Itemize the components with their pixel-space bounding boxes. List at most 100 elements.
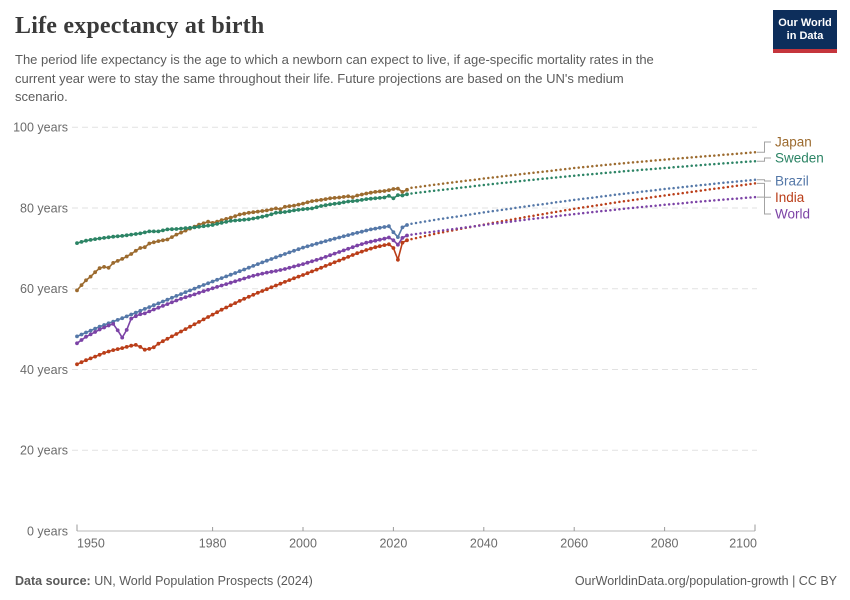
legend-label-world[interactable]: World <box>775 207 810 222</box>
projection-dot <box>690 156 693 159</box>
data-point <box>278 268 283 272</box>
data-point <box>147 241 152 246</box>
data-point <box>301 245 305 250</box>
data-point <box>161 339 165 344</box>
data-point <box>210 286 215 291</box>
projection-dot <box>455 227 458 230</box>
projection-dot <box>572 166 576 170</box>
data-point <box>269 212 274 217</box>
legend-connector <box>757 196 771 215</box>
data-point <box>337 235 342 240</box>
projection-dot <box>654 204 657 207</box>
data-point <box>75 341 79 346</box>
data-point <box>292 203 296 208</box>
projection-dot <box>518 206 522 209</box>
projection-dot <box>600 172 603 175</box>
projection-dot <box>685 156 689 159</box>
legend-label-india[interactable]: India <box>775 190 805 205</box>
data-point <box>246 265 251 270</box>
data-point <box>97 324 102 329</box>
series-sweden[interactable] <box>75 159 757 246</box>
projection-dot <box>468 225 472 229</box>
data-point <box>93 237 97 242</box>
legend-label-sweden[interactable]: Sweden <box>775 151 824 166</box>
projection-dot <box>437 229 440 233</box>
projection-dot <box>509 207 513 210</box>
projection-dot <box>428 184 431 187</box>
data-point <box>346 233 351 238</box>
data-point <box>332 201 337 206</box>
data-point <box>161 304 165 308</box>
legend-label-brazil[interactable]: Brazil <box>775 174 809 189</box>
data-point <box>337 195 342 200</box>
projection-dot <box>473 184 477 188</box>
data-point <box>79 240 84 244</box>
projection-dot <box>523 179 526 182</box>
data-point <box>170 227 174 232</box>
y-tick-label: 80 years <box>20 201 68 215</box>
projection-dot <box>586 205 590 208</box>
data-point <box>251 210 256 215</box>
projection-dot <box>731 161 734 165</box>
series-world[interactable] <box>75 195 757 346</box>
data-point <box>174 294 179 298</box>
projection-dot <box>704 183 707 186</box>
data-point <box>75 334 79 339</box>
owid-link[interactable]: OurWorldinData.org/population-growth <box>574 574 789 588</box>
data-point <box>373 196 378 201</box>
data-point <box>269 285 274 290</box>
data-point <box>206 219 211 224</box>
projection-dot <box>423 190 427 194</box>
projection-dot <box>410 186 413 190</box>
legend-label-japan[interactable]: Japan <box>775 135 812 150</box>
subtitle-line: current year were to stay the same throu… <box>15 70 624 86</box>
projection-dot <box>744 183 748 186</box>
projection-dot <box>446 181 449 185</box>
data-point <box>332 236 337 241</box>
projection-dot <box>446 216 449 220</box>
projection-dot <box>672 157 675 161</box>
data-point <box>283 280 287 284</box>
projection-dot <box>500 175 504 178</box>
data-point <box>188 225 192 230</box>
projection-dot <box>609 194 612 197</box>
data-point <box>111 322 116 326</box>
data-point <box>124 314 129 319</box>
data-point <box>188 288 192 293</box>
projection-dot <box>500 221 504 224</box>
projection-dot <box>473 212 477 216</box>
legend-connector <box>757 157 771 162</box>
series-japan[interactable] <box>75 151 757 293</box>
series-india[interactable] <box>75 182 757 367</box>
projection-dot <box>545 202 549 205</box>
data-point <box>75 241 79 246</box>
projection-dot <box>554 201 558 204</box>
projection-dot <box>708 182 712 186</box>
data-point <box>84 334 88 339</box>
owid-logo[interactable]: Our World in Data <box>773 10 837 53</box>
data-point <box>93 270 97 275</box>
data-point <box>260 260 265 265</box>
projection-dot <box>744 160 748 164</box>
projection-dot <box>649 167 653 171</box>
projection-dot <box>509 180 513 184</box>
data-point <box>287 265 292 270</box>
projection-dot <box>464 179 467 183</box>
projection-dot <box>649 204 653 208</box>
projection-dot <box>545 215 549 219</box>
projection-dot <box>753 151 757 154</box>
data-point <box>147 309 152 314</box>
data-point <box>368 227 373 232</box>
projection-dot <box>568 167 571 170</box>
projection-dot <box>753 159 757 163</box>
data-point <box>106 235 111 240</box>
projection-dot <box>554 214 558 218</box>
projection-dot <box>428 233 431 237</box>
projection-dot <box>744 179 748 182</box>
data-point <box>278 207 283 212</box>
projection-dot <box>414 221 418 225</box>
series-brazil[interactable] <box>75 178 757 339</box>
data-point <box>310 199 314 204</box>
data-point <box>129 252 134 256</box>
